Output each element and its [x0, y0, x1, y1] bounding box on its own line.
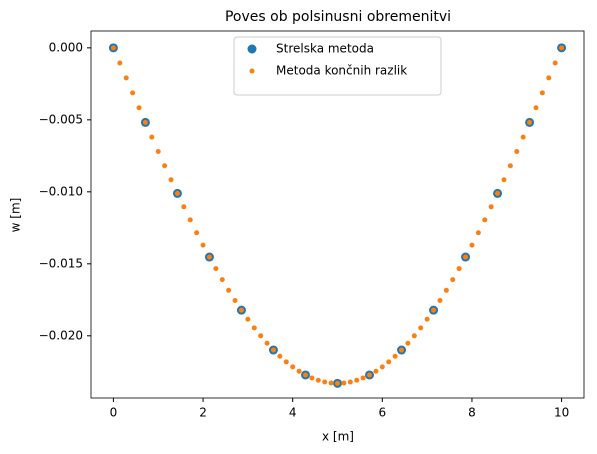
- point: [174, 190, 180, 196]
- legend-box: [233, 36, 442, 96]
- y-tick-label: −0.020: [39, 328, 83, 342]
- x-tick-label: 2: [199, 406, 207, 420]
- point: [168, 177, 174, 183]
- point: [110, 45, 116, 51]
- point: [302, 372, 308, 378]
- point: [431, 307, 437, 313]
- point: [514, 149, 520, 155]
- point: [155, 149, 161, 155]
- point: [187, 217, 193, 223]
- x-tick-label: 0: [110, 406, 118, 420]
- point: [463, 254, 469, 260]
- y-tick-label: 0.000: [49, 40, 83, 54]
- point: [270, 347, 276, 353]
- point: [520, 134, 526, 140]
- point: [488, 204, 494, 210]
- point: [373, 368, 379, 374]
- point: [251, 325, 257, 331]
- legend-label: Metoda končnih razlik: [276, 64, 407, 78]
- x-tick-label: 6: [378, 406, 386, 420]
- point: [290, 364, 296, 370]
- point: [123, 75, 129, 81]
- x-tick-label: 4: [289, 406, 297, 420]
- plot-frame: [90, 30, 585, 399]
- point: [379, 364, 385, 370]
- point: [335, 380, 340, 386]
- legend-marker: [249, 68, 255, 74]
- point: [328, 380, 334, 386]
- x-tick-label: 8: [468, 406, 476, 420]
- point: [277, 353, 283, 359]
- point: [181, 204, 187, 210]
- y-axis-label: w [m]: [9, 198, 23, 233]
- point: [501, 177, 507, 183]
- point: [386, 359, 392, 365]
- point: [309, 375, 315, 381]
- point: [258, 333, 264, 339]
- point: [245, 316, 251, 322]
- point: [533, 105, 539, 111]
- point: [443, 287, 449, 293]
- point: [117, 60, 123, 66]
- point: [149, 134, 155, 140]
- legend-label: Strelska metoda: [276, 42, 374, 56]
- point: [264, 340, 270, 346]
- point: [367, 372, 373, 378]
- point: [130, 90, 136, 96]
- chart-title: Poves ob polsinusni obremenitvi: [225, 9, 451, 25]
- point: [213, 266, 219, 272]
- point: [559, 45, 565, 51]
- point: [226, 287, 232, 293]
- point: [552, 60, 558, 66]
- point: [424, 316, 430, 322]
- point: [136, 105, 142, 111]
- y-tick-label: −0.010: [39, 184, 83, 198]
- point: [315, 377, 321, 383]
- point: [200, 242, 206, 248]
- point: [437, 298, 443, 304]
- x-tick-label: 10: [554, 406, 569, 420]
- point: [347, 379, 353, 385]
- point: [162, 163, 168, 169]
- point: [539, 90, 545, 96]
- y-tick-label: −0.015: [39, 256, 83, 270]
- point: [450, 277, 456, 283]
- point: [411, 333, 417, 339]
- point: [482, 217, 488, 223]
- point: [475, 230, 481, 236]
- point: [238, 307, 244, 313]
- point: [341, 380, 347, 386]
- point: [469, 242, 475, 248]
- point: [456, 266, 462, 272]
- point: [142, 119, 148, 125]
- point: [206, 254, 212, 260]
- point: [507, 163, 513, 169]
- legend-marker: [247, 44, 257, 54]
- point: [219, 277, 225, 283]
- point: [405, 340, 411, 346]
- point: [360, 375, 366, 381]
- point: [354, 377, 360, 383]
- point: [418, 325, 424, 331]
- point: [283, 359, 289, 365]
- point: [527, 119, 533, 125]
- point: [322, 379, 328, 385]
- point: [546, 75, 552, 81]
- point: [232, 298, 238, 304]
- point: [194, 230, 200, 236]
- point: [296, 368, 302, 374]
- point: [392, 353, 398, 359]
- point: [495, 190, 501, 196]
- point: [399, 347, 405, 353]
- x-axis-label: x [m]: [322, 430, 354, 444]
- y-tick-label: −0.005: [39, 112, 83, 126]
